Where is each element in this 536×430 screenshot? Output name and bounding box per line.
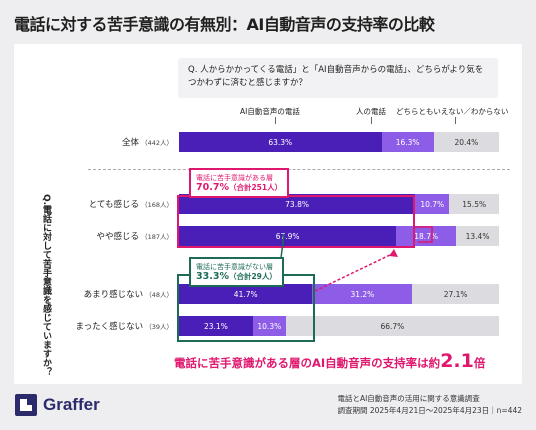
seg-ai: 63.3% [179,132,382,152]
callout-low-label: 電話に苦手意識がない層 [196,263,273,271]
data-label: 41.7% [233,289,258,299]
row-label: まったく感じない （39人） [75,320,173,332]
data-label: 10.3% [257,321,282,331]
row-label-n: （442人） [139,139,173,147]
row-label-n: （187人） [139,233,173,241]
seg-human: 31.2% [312,284,413,304]
row-label-text: 全体 [122,138,140,148]
data-label: 16.3% [395,137,420,147]
data-label: 63.3% [268,137,293,147]
conclusion-number: 2.1 [440,350,474,372]
data-label: 66.7% [380,321,405,331]
seg-human: 16.3% [381,132,434,152]
seg-ai: 67.9% [179,226,397,246]
seg-neither: 13.4% [456,226,499,246]
legend-tick-human [371,117,372,124]
conclusion-text: 電話に苦手意識がある層のAI自動音声の支持率は約2.1倍 [174,350,485,372]
footer: 電話とAI自動音声の活用に関する意識調査 調査期間 2025年4月21日〜202… [337,393,522,417]
row-label-text: あまり感じない [83,290,144,300]
conclusion-prefix: 電話に苦手意識がある層のAI自動音声の支持率は約 [174,356,441,370]
callout-low-total: （合計29人） [228,272,277,281]
seg-neither: 27.1% [412,284,499,304]
seg-neither: 15.5% [449,194,499,214]
legend-tick-neither [455,117,456,124]
graffer-logo-icon [15,394,37,416]
conclusion-suffix: 倍 [473,356,486,370]
legend-neither: どちらともいえない／わからない [396,107,509,116]
row-label: やや感じる （187人） [97,230,174,242]
row-label-n: （168人） [139,201,173,209]
footer-survey-name: 電話とAI自動音声の活用に関する意識調査 [337,394,480,403]
legend-tick-ai [275,117,276,124]
data-label: 27.1% [443,289,468,299]
question-box: Q. 人からかかってくる電話」と「AI自動音声からの電話」、どちらがより気をつか… [178,58,498,98]
seg-ai: 41.7% [179,284,313,304]
row-label: あまり感じない （48人） [84,288,173,300]
row-label: 全体 （442人） [122,136,173,148]
callout-high-label: 電話に苦手意識がある層 [196,174,273,182]
row-label-text: まったく感じない [75,322,144,332]
arrow-head [389,249,398,257]
group-divider [88,169,510,170]
row-label-n: （48人） [143,291,173,299]
seg-neither: 20.4% [433,132,499,152]
callout-high-total: （合計251人） [228,183,283,192]
vertical-question-label: Q.電話に対して苦手意識を感じていますか？ [41,194,51,377]
connector-line-high [415,226,433,243]
seg-ai: 23.1% [179,316,253,336]
page-title: 電話に対する苦手意識の有無別：AI自動音声の支持率の比較 [14,15,435,34]
callout-high: 電話に苦手意識がある層 70.7%（合計251人） [189,168,290,198]
legend-ai: AI自動音声の電話 [240,107,300,116]
connector-svg [278,226,433,292]
graffer-logo: Graffer [15,394,100,416]
row-label: とても感じる （168人） [89,198,173,210]
legend-human: 人の電話 [356,107,386,116]
title-bar: 電話に対する苦手意識の有無別：AI自動音声の支持率の比較 [0,0,536,44]
data-label: 23.1% [204,321,228,331]
footer-survey-period: 調査期間 2025年4月21日〜2025年4月23日｜n=442 [337,406,522,415]
seg-human: 10.7% [415,194,450,214]
callout-low: 電話に苦手意識がない層 33.3%（合計29人） [189,257,284,287]
row-label-text: とても感じる [88,200,140,210]
chart-card: Q. 人からかかってくる電話」と「AI自動音声からの電話」、どちらがより気をつか… [14,44,522,384]
seg-ai: 73.8% [179,194,416,214]
callout-high-pct: 70.7% [196,182,229,193]
data-label: 31.2% [350,289,375,299]
data-label: 13.4% [465,231,490,241]
logo-wordmark: Graffer [43,395,100,414]
data-label: 73.8% [285,199,309,209]
data-label: 67.9% [275,231,300,241]
callout-low-pct: 33.3% [196,271,229,282]
seg-human: 10.3% [252,316,286,336]
row-label-text: やや感じる [96,232,140,242]
seg-human: 18.7% [396,226,457,246]
data-label: 15.5% [462,199,487,209]
seg-neither: 66.7% [285,316,499,336]
row-label-n: （39人） [143,323,173,331]
comparison-arrow [314,253,393,292]
highlight-box-high [177,195,415,248]
data-label: 18.7% [414,231,439,241]
data-label: 20.4% [454,137,479,147]
data-label: 10.7% [420,199,445,209]
